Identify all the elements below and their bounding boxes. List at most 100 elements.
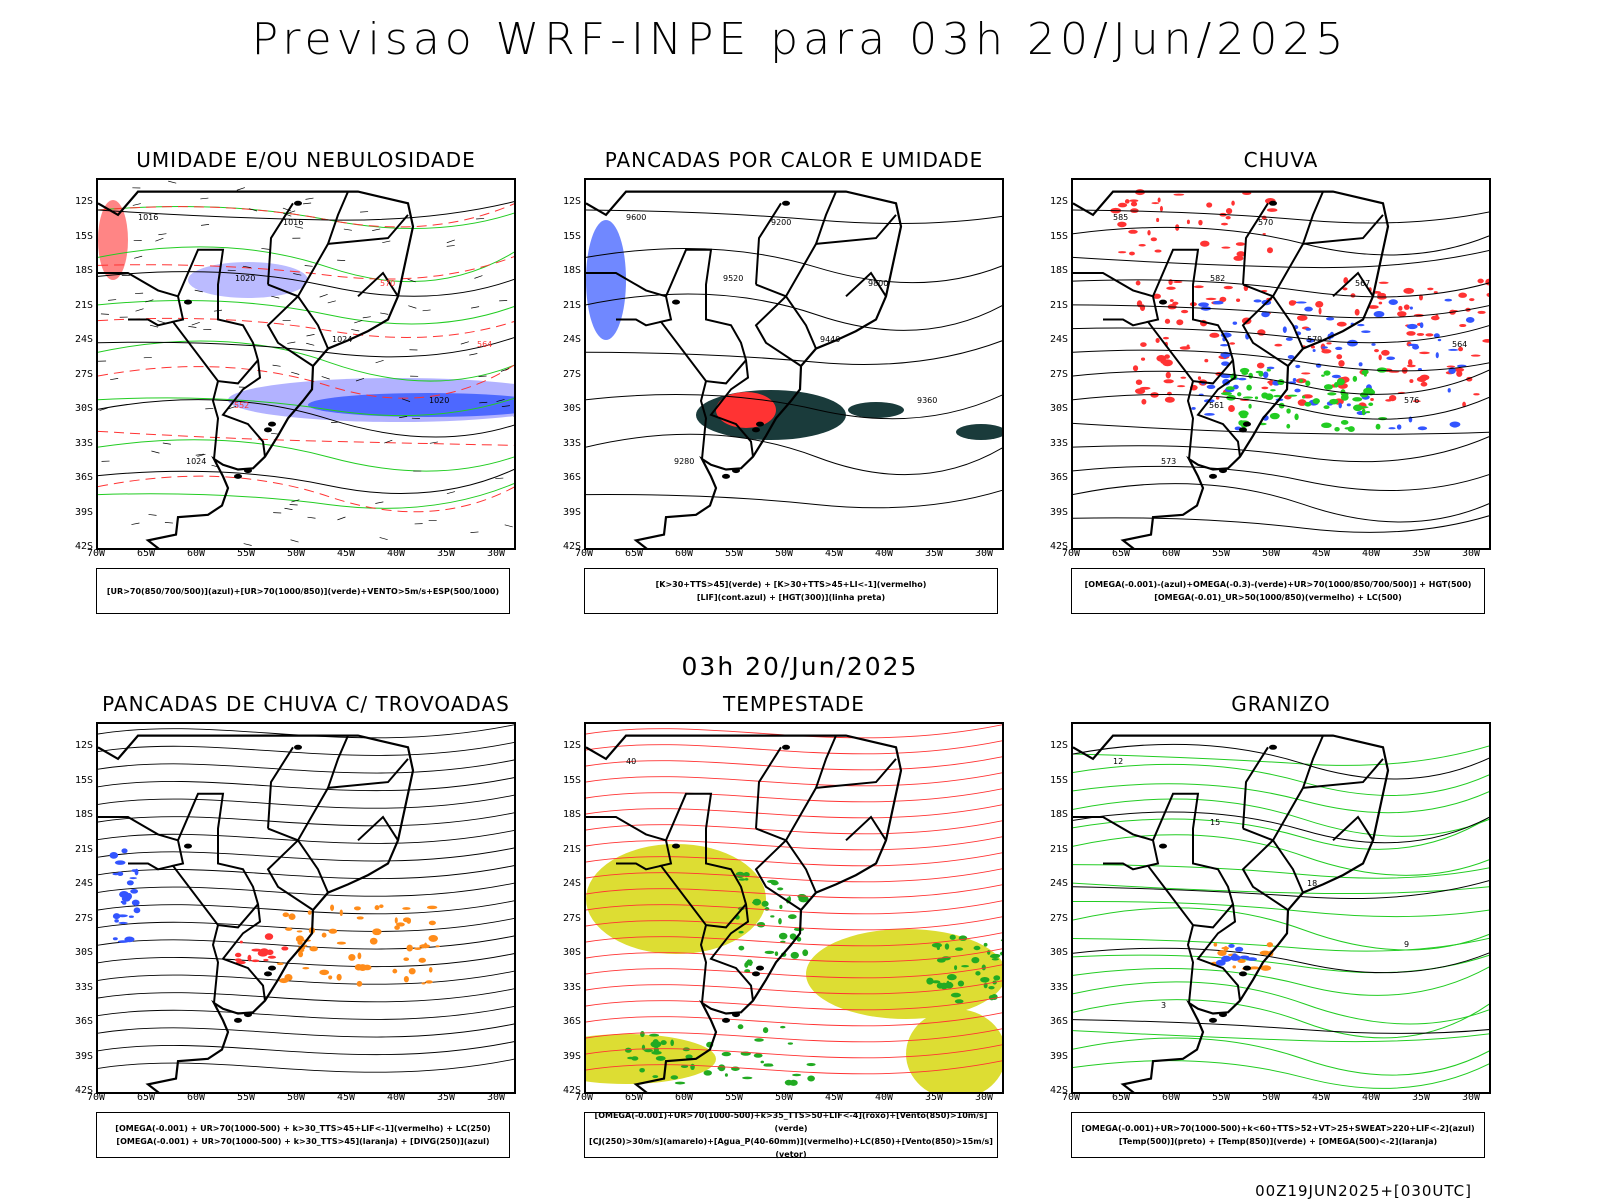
lake bbox=[722, 1017, 730, 1023]
omega-field bbox=[1249, 966, 1260, 970]
lake bbox=[268, 965, 276, 971]
omega-field bbox=[1204, 412, 1215, 416]
map-panel: 585 582 579 576 573 570 567 564 561 bbox=[1071, 178, 1491, 550]
contour-label: 561 bbox=[1209, 401, 1224, 410]
wind-field bbox=[655, 1055, 666, 1061]
lake bbox=[264, 971, 272, 977]
green-contour bbox=[98, 397, 514, 417]
rain-field bbox=[1288, 300, 1296, 306]
lat-label: 15S bbox=[74, 230, 93, 242]
wind-vector bbox=[131, 522, 140, 525]
red-field bbox=[234, 952, 242, 958]
contour-label: 585 bbox=[1113, 213, 1128, 222]
rain-field bbox=[1231, 200, 1235, 206]
omega-field bbox=[1239, 367, 1250, 374]
green-contour bbox=[98, 246, 514, 283]
wind-vector bbox=[228, 406, 237, 410]
omega-field bbox=[1435, 352, 1439, 359]
lat-label: 12S bbox=[74, 740, 93, 751]
omega-field bbox=[1232, 321, 1238, 325]
wind-vector bbox=[134, 255, 143, 259]
rain-field bbox=[1147, 230, 1151, 236]
contour-label: 9800 bbox=[868, 279, 888, 288]
lon-label: 45W bbox=[1311, 1092, 1331, 1103]
country-border bbox=[171, 296, 259, 385]
wind-field bbox=[752, 898, 762, 906]
orange-field bbox=[298, 950, 304, 958]
legend-line: [LIF](cont.azul) + [HGT(300)](linha pret… bbox=[696, 593, 886, 602]
lon-label: 30W bbox=[974, 1092, 994, 1103]
hgt-contour bbox=[586, 489, 1002, 509]
contour-label: 564 bbox=[477, 340, 492, 349]
lon-label: 40W bbox=[386, 548, 406, 559]
omega-field bbox=[1396, 424, 1402, 430]
lon-label: 30W bbox=[486, 1092, 506, 1103]
rain-field bbox=[1117, 251, 1127, 254]
red-field bbox=[234, 958, 242, 962]
orange-field bbox=[403, 957, 410, 962]
orange-field bbox=[372, 928, 382, 936]
orange-field bbox=[321, 932, 327, 938]
hail-field bbox=[1246, 957, 1258, 961]
lake bbox=[672, 299, 680, 305]
lake bbox=[184, 299, 192, 305]
wind-vector bbox=[243, 543, 252, 546]
temp500-contour bbox=[1073, 1019, 1489, 1034]
country-border bbox=[267, 202, 294, 285]
country-border bbox=[754, 839, 802, 911]
omega-field bbox=[1285, 337, 1293, 341]
wind-vector bbox=[384, 439, 393, 444]
wind-field bbox=[742, 1076, 753, 1080]
hgt-contour bbox=[1073, 515, 1489, 533]
wind-vector bbox=[294, 226, 304, 229]
lat-label: 27S bbox=[74, 368, 93, 380]
omega-field bbox=[1294, 413, 1299, 421]
country-border bbox=[1241, 295, 1289, 367]
wind-field bbox=[926, 977, 934, 985]
panel-title: GRANIZO bbox=[1231, 692, 1331, 716]
wind-vector bbox=[158, 233, 167, 236]
wind-vector bbox=[272, 364, 281, 367]
wind-field bbox=[690, 1063, 695, 1070]
rain-field bbox=[1454, 367, 1465, 372]
orange-field bbox=[356, 916, 364, 920]
wind-vector bbox=[504, 524, 513, 528]
contour-label: 576 bbox=[1404, 396, 1419, 405]
rain-field bbox=[1166, 286, 1176, 290]
wind-vector bbox=[513, 415, 514, 417]
wind-vector bbox=[360, 211, 369, 213]
omega-field bbox=[1304, 306, 1313, 312]
lake bbox=[244, 1012, 252, 1018]
wind-vector bbox=[513, 424, 514, 426]
streamline bbox=[98, 953, 514, 968]
orange-field bbox=[336, 973, 342, 981]
rain-field bbox=[1473, 393, 1480, 396]
wind-field bbox=[721, 1051, 732, 1057]
wind-field bbox=[631, 1056, 639, 1061]
lon-label: 70W bbox=[86, 548, 106, 559]
orange-field bbox=[357, 952, 362, 960]
lon-label: 35W bbox=[924, 548, 944, 559]
orange-field bbox=[408, 967, 416, 975]
omega-field bbox=[1220, 343, 1229, 347]
temp850-contour bbox=[1073, 798, 1489, 837]
wind-vector bbox=[291, 499, 300, 503]
divergence-field bbox=[112, 937, 118, 941]
red-streamline bbox=[586, 964, 1002, 979]
omega-field bbox=[1444, 298, 1453, 302]
rain-field bbox=[1370, 397, 1374, 402]
lat-label: 42S bbox=[74, 1085, 93, 1096]
country-border bbox=[785, 191, 837, 297]
hgt-contour bbox=[1073, 483, 1489, 523]
lat-label: 42S bbox=[562, 1085, 581, 1096]
contour-label: 1020 bbox=[429, 396, 449, 405]
orange-field bbox=[419, 944, 431, 949]
wind-vector bbox=[495, 477, 504, 479]
omega-field bbox=[1248, 403, 1252, 409]
lat-label: 30S bbox=[74, 947, 93, 958]
rain-field bbox=[1321, 349, 1332, 354]
lake bbox=[1209, 1017, 1217, 1023]
wind-vector bbox=[380, 312, 389, 315]
rain-field bbox=[1159, 205, 1163, 212]
lake bbox=[1269, 200, 1277, 206]
